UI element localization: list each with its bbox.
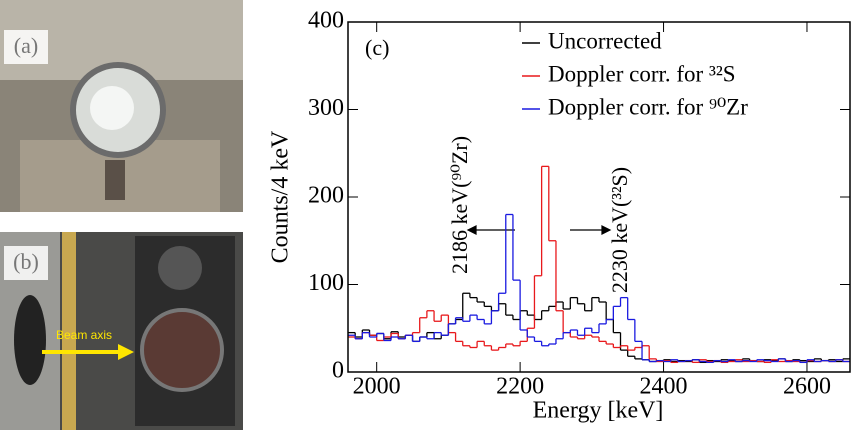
y-tick-label: 100 (308, 270, 344, 296)
beam-label: Beam axis (56, 328, 112, 342)
y-tick-label: 0 (332, 358, 344, 384)
plot-frame (347, 21, 851, 373)
photo-b (0, 232, 243, 430)
x-axis-label: Energy [keV] (533, 398, 664, 424)
label-bg (4, 246, 48, 280)
y-axis-label: Counts/4 keV (268, 130, 294, 263)
x-tick-label: 2400 (640, 374, 688, 400)
arrows (466, 225, 612, 235)
legend-label: Doppler corr. for ⁹⁰Zr (548, 94, 748, 119)
x-tick-label: 2600 (783, 374, 831, 400)
y-tick-label: 300 (308, 95, 344, 121)
panel-label: (c) (365, 35, 389, 60)
photo-a (0, 0, 243, 212)
y-tick-label: 200 (308, 183, 344, 209)
y-tick-label: 400 (308, 8, 344, 34)
panel-label: (b) (13, 249, 39, 274)
x-tick-label: 2000 (353, 374, 401, 400)
x-tick-label: 2200 (496, 374, 544, 400)
legend-label: Doppler corr. for ³²S (548, 61, 736, 86)
legend-label: Uncorrected (548, 28, 662, 53)
annotation: 2186 keV(⁹⁰Zr) (447, 136, 472, 274)
panel-label: (a) (14, 33, 38, 58)
label-bg (4, 30, 48, 64)
